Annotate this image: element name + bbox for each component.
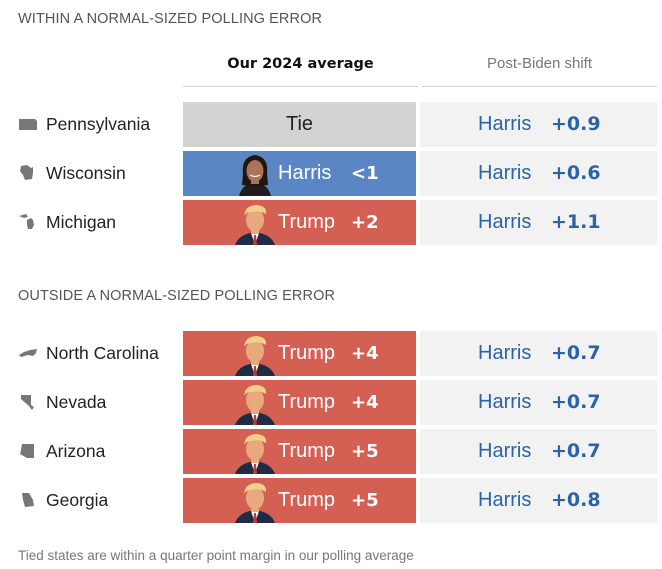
shift-cell: Harris +0.6 xyxy=(420,151,657,196)
shift-candidate: Harris xyxy=(478,342,532,364)
trump-portrait-icon xyxy=(233,200,277,245)
average-cell: Trump +2 xyxy=(183,200,416,245)
shift-value: +1.1 xyxy=(551,211,601,233)
column-header-shift: Post-Biden shift xyxy=(422,54,657,87)
shift-value: +0.8 xyxy=(551,489,601,511)
section-title-within: WITHIN A NORMAL-SIZED POLLING ERROR xyxy=(18,11,323,27)
shift-cell: Harris +0.7 xyxy=(420,331,657,376)
trump-portrait-icon xyxy=(233,478,277,523)
leader-name: Harris xyxy=(278,162,332,184)
leader-name: Trump xyxy=(278,489,336,511)
georgia-shape-icon xyxy=(18,491,38,509)
shift-value: +0.6 xyxy=(551,162,601,184)
table-row: Wisconsin Harris <1 Harris +0.6 xyxy=(0,151,662,196)
nevada-shape-icon xyxy=(18,393,38,411)
state-name: Wisconsin xyxy=(46,163,126,183)
trump-portrait-icon xyxy=(233,331,277,376)
footnote: Tied states are within a quarter point m… xyxy=(18,548,414,563)
wisconsin-shape-icon xyxy=(18,164,38,182)
average-cell: Harris <1 xyxy=(183,151,416,196)
trump-portrait-icon xyxy=(233,429,277,474)
leader-margin: +4 xyxy=(351,392,379,413)
leader-name: Trump xyxy=(278,440,336,462)
leader-margin: +5 xyxy=(351,490,379,511)
shift-candidate: Harris xyxy=(478,440,532,462)
shift-cell: Harris +0.8 xyxy=(420,478,657,523)
state-name: Georgia xyxy=(46,490,109,510)
trump-portrait-icon xyxy=(233,380,277,425)
north-carolina-shape-icon xyxy=(18,344,38,362)
average-cell: Trump +5 xyxy=(183,478,416,523)
table-row: Georgia Trump +5 Harris +0.8 xyxy=(0,478,662,523)
average-cell: Trump +5 xyxy=(183,429,416,474)
shift-value: +0.7 xyxy=(551,342,601,364)
harris-portrait-icon xyxy=(233,151,277,196)
leader-margin: <1 xyxy=(351,163,379,184)
state-name: Arizona xyxy=(46,441,106,461)
shift-value: +0.7 xyxy=(551,391,601,413)
shift-candidate: Harris xyxy=(478,391,532,413)
average-cell: Trump +4 xyxy=(183,380,416,425)
table-row: Michigan Trump +2 Harris +1.1 xyxy=(0,200,662,245)
table-row: Nevada Trump +4 Harris +0.7 xyxy=(0,380,662,425)
shift-candidate: Harris xyxy=(478,162,532,184)
shift-candidate: Harris xyxy=(478,489,532,511)
table-row: Pennsylvania Tie Harris +0.9 xyxy=(0,102,662,147)
leader-name: Trump xyxy=(278,211,336,233)
arizona-shape-icon xyxy=(18,442,38,460)
pennsylvania-shape-icon xyxy=(18,115,38,133)
leader-margin: +4 xyxy=(351,343,379,364)
shift-cell: Harris +0.9 xyxy=(420,102,657,147)
average-cell: Trump +4 xyxy=(183,331,416,376)
shift-cell: Harris +0.7 xyxy=(420,429,657,474)
column-header-average: Our 2024 average xyxy=(183,54,418,87)
shift-candidate: Harris xyxy=(478,113,532,135)
state-name: Pennsylvania xyxy=(46,114,151,134)
shift-cell: Harris +0.7 xyxy=(420,380,657,425)
shift-value: +0.7 xyxy=(551,440,601,462)
shift-value: +0.9 xyxy=(551,113,601,135)
michigan-shape-icon xyxy=(18,213,38,231)
table-row: North Carolina Trump +4 Harris +0.7 xyxy=(0,331,662,376)
shift-candidate: Harris xyxy=(478,211,532,233)
shift-cell: Harris +1.1 xyxy=(420,200,657,245)
state-name: North Carolina xyxy=(46,343,159,363)
section-title-outside: OUTSIDE A NORMAL-SIZED POLLING ERROR xyxy=(18,288,336,304)
table-row: Arizona Trump +5 Harris +0.7 xyxy=(0,429,662,474)
state-name: Nevada xyxy=(46,392,107,412)
leader-margin: +2 xyxy=(351,212,379,233)
leader-name: Trump xyxy=(278,342,336,364)
average-cell: Tie xyxy=(183,102,416,147)
state-name: Michigan xyxy=(46,212,117,232)
leader-margin: +5 xyxy=(351,441,379,462)
leader-name: Trump xyxy=(278,391,336,413)
